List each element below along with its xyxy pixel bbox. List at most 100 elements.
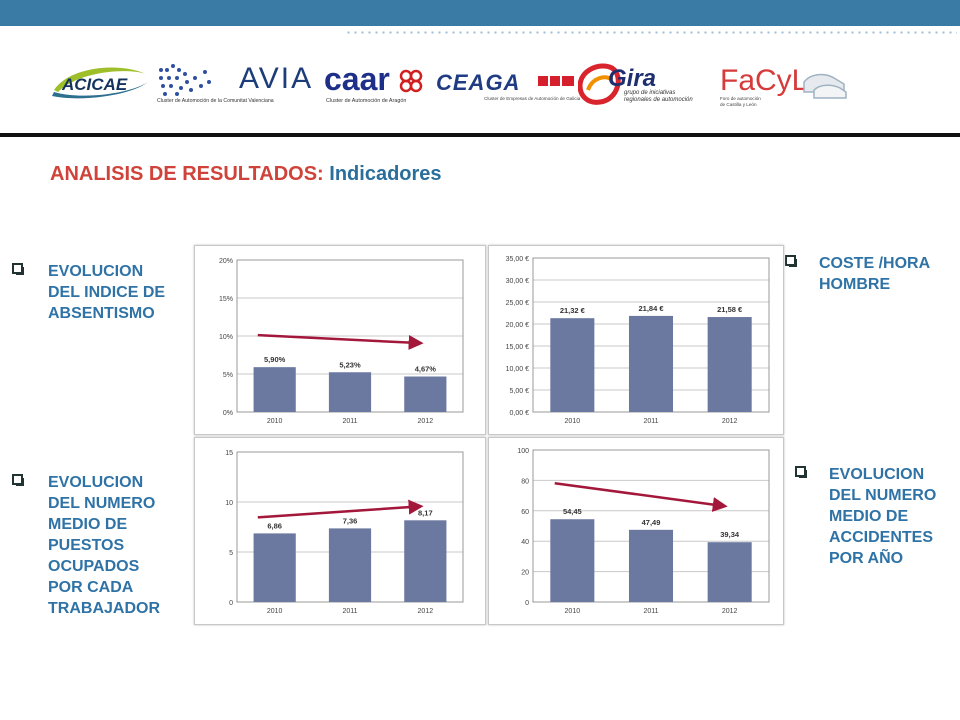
x-tick-label: 2011 <box>342 608 357 615</box>
label-absentismo: EVOLUCION DEL INDICE DE ABSENTISMO <box>12 261 192 331</box>
label-line: EVOLUCION <box>48 263 144 280</box>
checkbox-bullet-icon <box>12 263 24 275</box>
trend-arrow <box>257 499 424 519</box>
bar <box>328 372 372 412</box>
bar <box>707 317 752 412</box>
label-line: MEDIO DE <box>48 516 128 533</box>
y-tick-label: 30,00 € <box>506 278 529 285</box>
chart-absentismo: 0% 5% 10% 15% 20% 5,90% 2010 5,23% 2011 4,67% 2012 <box>194 245 486 435</box>
y-tick-label: 10% <box>219 334 233 341</box>
y-tick-label: 15,00 € <box>506 344 529 351</box>
y-tick-label: 40 <box>521 539 529 546</box>
label-line: ACCIDENTES <box>829 529 934 546</box>
data-label: 21,84 € <box>638 304 664 313</box>
y-tick-label: 5% <box>223 372 233 379</box>
data-label: 21,32 € <box>560 306 586 315</box>
data-label: 5,23% <box>339 360 361 369</box>
gira-logo-text: Gira <box>608 65 656 92</box>
bar <box>404 376 447 412</box>
bar <box>404 520 447 602</box>
data-label: 8,17 <box>418 508 433 517</box>
checkbox-bullet-icon <box>795 466 807 478</box>
label-line: HOMBRE <box>819 276 891 293</box>
data-label: 5,90% <box>264 355 286 364</box>
bar <box>253 533 296 602</box>
label-accidentes: EVOLUCION DEL NUMERO MEDIO DE ACCIDENTES… <box>795 464 960 579</box>
gira-logo-subtitle-1: grupo de iniciativas <box>624 90 675 96</box>
bar <box>707 542 752 602</box>
bar <box>253 367 296 412</box>
label-line: EVOLUCION <box>48 474 144 491</box>
acicae-logo: ACICAE <box>50 60 150 102</box>
page-title-main: ANALISIS DE RESULTADOS: <box>50 163 330 185</box>
avia-logo-text: AVIA <box>239 62 313 95</box>
y-tick-label: 20 <box>521 570 529 577</box>
bar <box>328 528 372 602</box>
ceaga-logo-text: CEAGA <box>436 70 520 95</box>
label-line: DEL NUMERO <box>48 495 156 512</box>
trend-arrow <box>554 481 728 512</box>
bar <box>628 529 674 602</box>
data-label: 4,67% <box>415 365 437 374</box>
label-line: DEL INDICE DE <box>48 284 166 301</box>
y-tick-label: 25,00 € <box>506 300 529 307</box>
y-tick-label: 10,00 € <box>506 366 529 373</box>
page-title: ANALISIS DE RESULTADOS: Indicadores <box>50 163 442 186</box>
y-tick-label: 0 <box>525 600 529 607</box>
dotted-divider <box>345 31 957 34</box>
acicae-logo-text: ACICAE <box>61 75 128 94</box>
chart-absentismo-svg: 0% 5% 10% 15% 20% 5,90% 2010 5,23% 2011 4,67% 2012 <box>219 258 464 425</box>
checkbox-bullet-icon <box>785 255 797 267</box>
checkbox-bullet-icon <box>12 474 24 486</box>
facyl-logo-subtitle-2: de Castilla y León <box>720 102 757 107</box>
y-tick-label: 0,00 € <box>510 410 530 417</box>
x-tick-label: 2012 <box>418 418 434 425</box>
label-line: COSTE /HORA <box>819 255 931 272</box>
data-label: 21,58 € <box>717 305 743 314</box>
caar-logo-subtitle: Cluster de Automoción de Aragón <box>326 98 406 104</box>
y-tick-label: 60 <box>521 509 529 516</box>
x-tick-label: 2011 <box>643 608 658 615</box>
x-tick-label: 2012 <box>722 608 738 615</box>
chart-accidentes-svg: 0 20 40 60 80 100 54,45 2010 47,49 2011 39,34 2012 <box>517 448 770 615</box>
label-coste-hora: COSTE /HORA HOMBRE <box>785 253 955 299</box>
label-line: POR CADA <box>48 579 134 596</box>
x-tick-label: 2010 <box>565 418 581 425</box>
label-line: DEL NUMERO <box>829 487 937 504</box>
top-bar <box>0 0 960 26</box>
label-line: EVOLUCION <box>829 466 925 483</box>
y-tick-label: 20,00 € <box>506 322 529 329</box>
bar <box>550 318 595 412</box>
label-puestos: EVOLUCION DEL NUMERO MEDIO DE PUESTOS OC… <box>12 472 192 632</box>
page-title-sub: Indicadores <box>329 163 442 185</box>
x-tick-label: 2010 <box>267 418 283 425</box>
gira-logo-subtitle-2: regionales de automoción <box>624 97 693 103</box>
facyl-logo-subtitle-1: Foro de automoción <box>720 96 761 101</box>
gira-logo: Gira grupo de iniciativas regionales de … <box>577 60 718 110</box>
chart-puestos: 0 5 10 15 6,86 2010 7,36 2011 8,17 2012 <box>194 437 486 625</box>
chart-coste-hora: 0,00 € 5,00 € 10,00 € 15,00 € 20,00 € 25,00 €… <box>488 245 784 435</box>
label-line: MEDIO DE <box>829 508 909 525</box>
label-line: TRABAJADOR <box>48 600 160 617</box>
x-tick-label: 2011 <box>342 418 357 425</box>
logo-band-rule <box>0 133 960 137</box>
data-label: 39,34 <box>720 530 740 539</box>
y-tick-label: 20% <box>219 258 233 265</box>
caar-logo-text: caar <box>324 62 390 97</box>
y-tick-label: 5 <box>229 550 233 557</box>
label-line: PUESTOS <box>48 537 125 554</box>
label-line: OCUPADOS <box>48 558 140 575</box>
x-tick-label: 2012 <box>418 608 434 615</box>
y-tick-label: 35,00 € <box>506 256 529 263</box>
bar <box>550 519 595 602</box>
y-tick-label: 15 <box>225 450 233 457</box>
x-tick-label: 2010 <box>565 608 581 615</box>
label-line: ABSENTISMO <box>48 305 155 322</box>
y-tick-label: 100 <box>517 448 529 455</box>
caar-logo: caar Cluster de Automoción de Aragón <box>324 61 424 106</box>
chart-coste-hora-svg: 0,00 € 5,00 € 10,00 € 15,00 € 20,00 € 25,00 €… <box>506 256 770 425</box>
y-tick-label: 5,00 € <box>510 388 530 395</box>
avia-logo-subtitle: Cluster de Automoción de la Comunitat Va… <box>157 98 274 104</box>
facyl-logo-text: FaCyL <box>720 64 808 97</box>
trend-arrow <box>257 333 424 351</box>
